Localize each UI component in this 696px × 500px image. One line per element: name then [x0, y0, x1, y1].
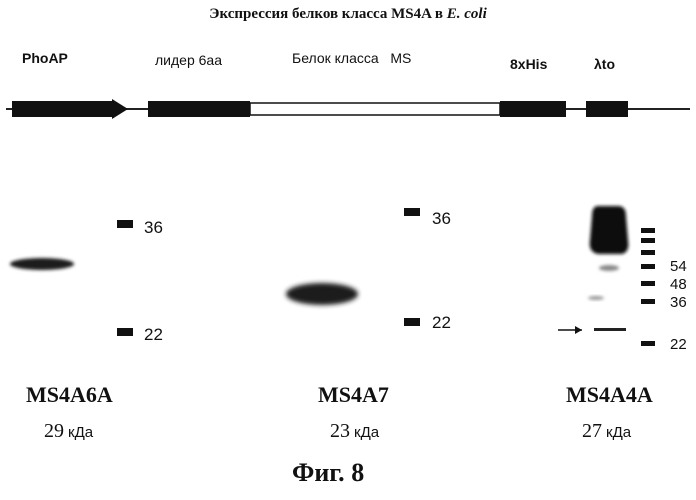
gel-kda: 23 кДа: [330, 420, 379, 443]
gel-ms4a4a: [558, 206, 655, 346]
marker-label: 22: [144, 325, 163, 345]
faint-band: [588, 296, 604, 300]
caption-number: 8: [351, 458, 364, 487]
phoap-arrow-segment: [12, 99, 128, 119]
marker-label: 36: [432, 209, 451, 229]
protein-segment: [250, 103, 500, 115]
gel-ms4a7: [286, 208, 420, 326]
gel-kda: 27 кДа: [582, 420, 631, 443]
protein-band: [10, 258, 74, 270]
lambda-to-segment: [586, 101, 628, 117]
gel-ms4a6a: [10, 220, 133, 336]
marker-label: 36: [144, 218, 163, 238]
kda-value: 23: [330, 420, 350, 442]
gel-name: MS4A7: [318, 382, 389, 408]
marker-band-22: [404, 318, 420, 326]
gel-name: MS4A4A: [566, 382, 653, 408]
marker-band-36: [404, 208, 420, 216]
marker-label: 36: [670, 294, 687, 311]
kda-value: 29: [44, 420, 64, 442]
construct-diagram: [6, 99, 690, 119]
overloaded-band: [590, 206, 629, 254]
kda-unit: кДа: [68, 424, 93, 441]
faint-band: [599, 265, 619, 271]
ladder-bands: [641, 228, 655, 346]
his-tag-segment: [500, 101, 566, 117]
arrow-icon: [558, 326, 582, 334]
protein-band: [594, 328, 626, 331]
figure-caption: Фиг. 8: [292, 458, 364, 488]
caption-prefix: Фиг.: [292, 458, 345, 487]
protein-band: [286, 283, 358, 305]
kda-unit: кДа: [354, 424, 379, 441]
leader-segment: [148, 101, 250, 117]
marker-label: 54: [670, 258, 687, 275]
marker-label: 22: [670, 336, 687, 353]
kda-unit: кДа: [606, 424, 631, 441]
marker-label: 22: [432, 313, 451, 333]
kda-value: 27: [582, 420, 602, 442]
marker-label: 48: [670, 276, 687, 293]
gel-name: MS4A6A: [26, 382, 113, 408]
gel-kda: 29 кДа: [44, 420, 93, 443]
marker-band-22: [117, 328, 133, 336]
marker-band-36: [117, 220, 133, 228]
